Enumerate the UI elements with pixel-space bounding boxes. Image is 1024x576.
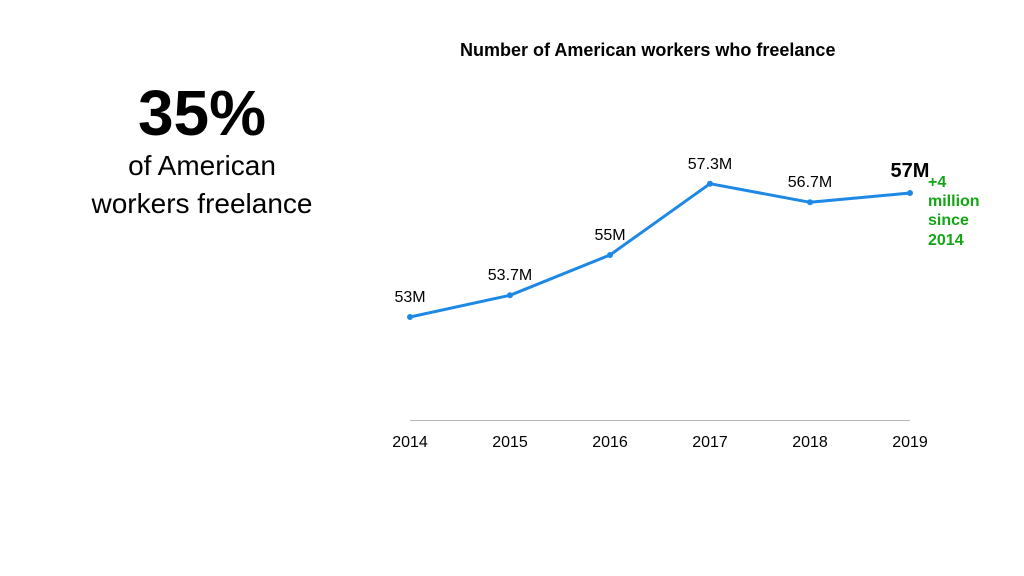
data-point-label: 57M xyxy=(891,160,930,183)
growth-annotation: +4 million since 2014 xyxy=(928,173,980,250)
stat-percent: 35% xyxy=(52,80,352,147)
data-point xyxy=(407,314,413,320)
annotation-line-1: +4 million xyxy=(928,173,980,211)
infographic-container: 35% of American workers freelance Number… xyxy=(0,0,1024,576)
data-point-label: 53.7M xyxy=(488,267,532,285)
data-point xyxy=(807,199,813,205)
stat-line-1: of American xyxy=(52,147,352,185)
x-axis-label: 2015 xyxy=(492,434,528,452)
data-point-label: 55M xyxy=(594,227,625,245)
headline-stat: 35% of American workers freelance xyxy=(52,80,352,223)
data-point-label: 57.3M xyxy=(688,156,732,174)
data-point xyxy=(607,252,613,258)
annotation-line-2: since 2014 xyxy=(928,211,980,249)
x-axis-label: 2019 xyxy=(892,434,928,452)
line-chart: 2014 2015 2016 2017 2018 2019 53M 53.7M 55M 57.3… xyxy=(380,70,940,470)
x-axis-line xyxy=(410,420,910,421)
data-point-label: 56.7M xyxy=(788,174,832,192)
data-point xyxy=(907,190,913,196)
chart-title: Number of American workers who freelance xyxy=(460,40,835,61)
x-axis-label: 2018 xyxy=(792,434,828,452)
x-axis-label: 2016 xyxy=(592,434,628,452)
x-axis-label: 2014 xyxy=(392,434,428,452)
chart-svg xyxy=(380,70,940,470)
x-axis-label: 2017 xyxy=(692,434,728,452)
chart-line xyxy=(410,184,910,317)
stat-line-2: workers freelance xyxy=(52,185,352,223)
data-point xyxy=(507,292,513,298)
data-point-label: 53M xyxy=(394,289,425,307)
data-point xyxy=(707,181,713,187)
